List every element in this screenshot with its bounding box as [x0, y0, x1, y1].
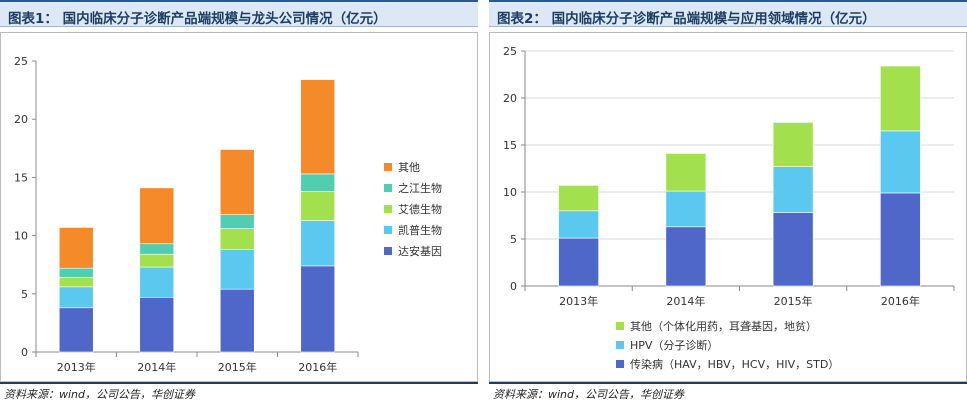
left-y-tick-label: 25: [14, 55, 28, 68]
left-bar-segment: [219, 214, 255, 229]
right-title-bar: 图表2： 国内临床分子诊断产品端规模与应用领域情况（亿元）: [489, 0, 967, 27]
left-legend-label: 凯普生物: [398, 223, 442, 237]
right-y-tick-label: 5: [510, 233, 517, 246]
left-title-bar: 图表1： 国内临床分子诊断产品端规模与龙头公司情况（亿元）: [0, 0, 478, 27]
right-x-tick-label: 2013年: [559, 294, 598, 308]
right-legend-label: 其他（个体化用药，耳聋基因，地贫）: [630, 319, 817, 333]
right-bar-segment: [880, 130, 921, 194]
left-legend-label: 艾德生物: [398, 202, 442, 216]
right-bar-segment: [880, 65, 921, 132]
left-bar-segment: [219, 288, 255, 353]
left-legend-swatch: [384, 205, 392, 213]
left-y-tick-label: 20: [14, 113, 28, 126]
left-bar-segment: [219, 149, 255, 215]
left-bar-segment: [58, 286, 94, 309]
right-bar-segment: [558, 237, 599, 287]
left-bar-segment: [300, 265, 336, 353]
right-bar-segment: [772, 212, 814, 287]
left-bar-segment: [139, 253, 175, 268]
left-bar-segment: [300, 79, 336, 175]
right-legend-swatch: [616, 341, 624, 349]
right-source-note: 资料来源：wind，公司公告，华创证券: [493, 388, 685, 401]
left-bar-segment: [300, 220, 336, 267]
right-bar-segment: [665, 190, 707, 228]
right-chart-panel: 图表2： 国内临床分子诊断产品端规模与应用领域情况（亿元） 0 5 10 15 20 25…: [489, 0, 967, 409]
left-legend-swatch: [384, 226, 392, 234]
left-bar-segment: [139, 266, 175, 298]
left-bar-segment: [139, 243, 175, 255]
left-stacked-bar-chart: 0 5 10 15 20 25 2013年 2014年 2015年 2016年 其他之江生物艾德生物…: [14, 55, 442, 374]
left-bar-segment: [58, 307, 94, 353]
left-y-tick-label: 5: [21, 288, 28, 301]
right-x-tick-label: 2014年: [666, 294, 705, 308]
right-bar-segment: [558, 210, 599, 239]
right-y-tick-label: 25: [503, 45, 517, 58]
right-bar-segment: [665, 226, 707, 287]
left-x-tick-label: 2016年: [298, 360, 337, 374]
left-bar-segment: [58, 227, 94, 269]
right-chart-title: 图表2： 国内临床分子诊断产品端规模与应用领域情况（亿元）: [497, 11, 876, 27]
left-legend-label: 达安基因: [398, 244, 442, 258]
right-y-tick-label: 20: [503, 92, 517, 105]
left-x-tick-label: 2014年: [137, 360, 176, 374]
right-y-tick-label: 10: [503, 186, 517, 199]
left-legend-label: 之江生物: [398, 181, 442, 195]
left-bar-segment: [300, 173, 336, 192]
right-legend-label: 传染病（HAV，HBV，HCV，HIV，STD）: [630, 357, 839, 371]
left-chart-title: 图表1： 国内临床分子诊断产品端规模与龙头公司情况（亿元）: [8, 11, 387, 27]
right-x-tick-label: 2016年: [881, 294, 920, 308]
left-bar-segment: [300, 191, 336, 221]
right-y-tick-label: 0: [510, 280, 517, 293]
right-stacked-bar-chart: 0 5 10 15 20 25 2013年 2014年 2015年 2016年其他（个体化用药，耳…: [503, 45, 955, 371]
right-legend-swatch: [616, 322, 624, 330]
left-bottom-rule: [0, 382, 478, 384]
left-bar-segment: [219, 249, 255, 290]
left-chart-frame: [0, 32, 478, 382]
left-x-tick-label: 2015年: [218, 360, 257, 374]
left-legend-swatch: [384, 247, 392, 255]
left-y-tick-label: 10: [14, 230, 28, 243]
left-legend-swatch: [384, 184, 392, 192]
right-bar-segment: [772, 122, 814, 167]
right-legend-label: HPV（分子诊断）: [630, 338, 718, 352]
right-bar-segment: [772, 166, 814, 213]
left-source-note: 资料来源：wind，公司公告，华创证券: [4, 388, 196, 401]
right-y-tick-label: 15: [503, 139, 517, 152]
left-bar-segment: [139, 187, 175, 245]
right-x-tick-label: 2015年: [774, 294, 813, 308]
left-bar-segment: [58, 267, 94, 278]
right-bar-segment: [665, 153, 707, 192]
left-y-tick-label: 15: [14, 171, 28, 184]
right-bar-segment: [558, 185, 599, 212]
left-bar-segment: [139, 296, 175, 353]
right-legend-swatch: [616, 360, 624, 368]
left-bar-segment: [219, 228, 255, 250]
left-legend-label: 其他: [398, 161, 420, 174]
right-bar-segment: [880, 192, 921, 287]
right-bottom-rule: [489, 382, 967, 384]
left-chart-panel: 图表1： 国内临床分子诊断产品端规模与龙头公司情况（亿元） 0 5 10 15 20 25…: [0, 0, 478, 409]
left-legend-swatch: [384, 163, 392, 171]
left-bar-segment: [58, 277, 94, 288]
left-x-tick-label: 2013年: [57, 360, 96, 374]
left-y-tick-label: 0: [21, 346, 28, 359]
